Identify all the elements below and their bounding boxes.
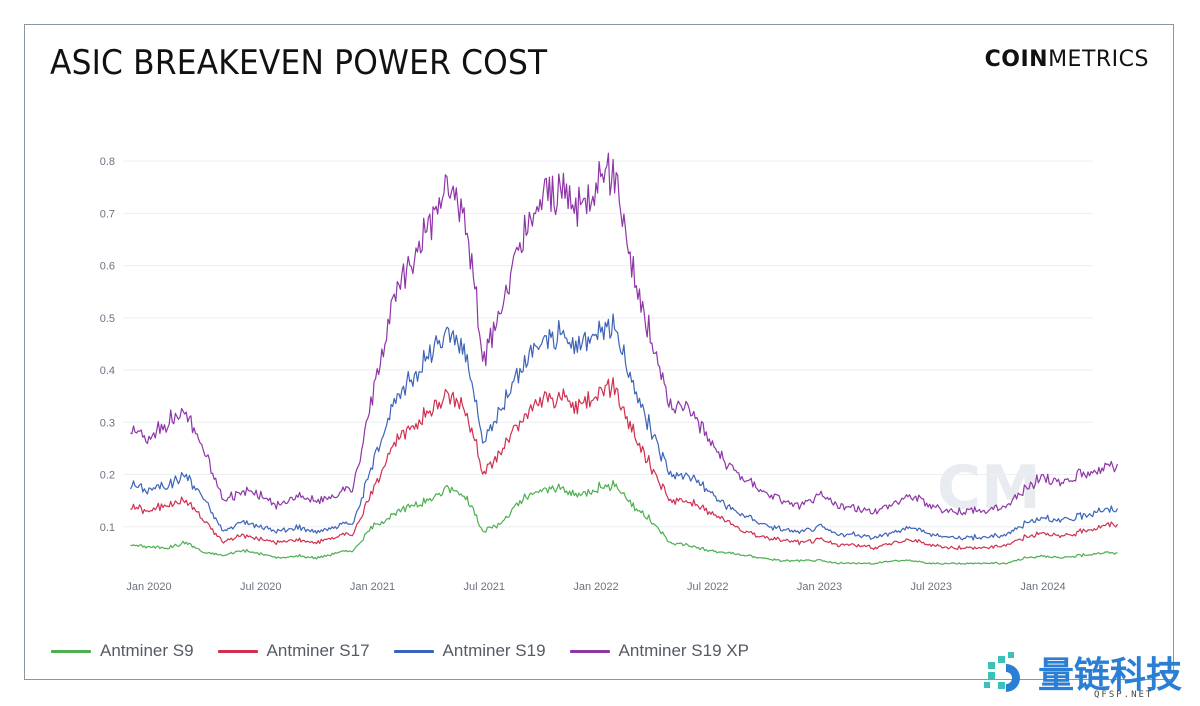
chart-title: ASIC BREAKEVEN POWER COST bbox=[50, 43, 548, 83]
x-tick-label: Jan 2020 bbox=[126, 581, 171, 593]
x-tick-label: Jan 2024 bbox=[1020, 581, 1065, 593]
series-line-antminer-s19 bbox=[129, 313, 1119, 541]
logo-text-light: METRICS bbox=[1048, 47, 1149, 72]
legend-label: Antminer S9 bbox=[100, 641, 194, 660]
qfsp-logo-icon bbox=[984, 652, 1020, 692]
legend-swatch bbox=[393, 649, 434, 653]
x-tick-label: Jul 2023 bbox=[910, 581, 952, 593]
chart-card: ASIC BREAKEVEN POWER COST COINMETRICS CM… bbox=[24, 24, 1174, 680]
x-tick-label: Jul 2020 bbox=[240, 581, 282, 593]
legend-item[interactable]: Antminer S19 bbox=[393, 641, 546, 661]
legend-item[interactable]: Antminer S19 XP bbox=[569, 641, 749, 661]
legend-item[interactable]: Antminer S9 bbox=[51, 641, 194, 661]
line-chart: 0.1 0.2 0.3 0.4 0.5 0.6 0.7 0.8 Jan 2020 Jul 2020… bbox=[100, 152, 1119, 593]
logo-text-bold: COIN bbox=[984, 47, 1049, 72]
x-tick-label: Jan 2023 bbox=[797, 581, 842, 593]
series-line-antminer-s9 bbox=[130, 479, 1118, 565]
qfsp-watermark: 量链科技 QFSP.NET bbox=[976, 644, 1200, 706]
legend-swatch bbox=[217, 649, 258, 653]
y-tick-label: 0.1 bbox=[100, 522, 115, 534]
legend-label: Antminer S19 bbox=[442, 641, 546, 660]
y-tick-label: 0.7 bbox=[100, 208, 115, 220]
legend-label: Antminer S19 XP bbox=[618, 641, 749, 660]
qfsp-brand: 量链科技 bbox=[1038, 655, 1183, 696]
x-tick-label: Jan 2022 bbox=[573, 581, 618, 593]
series-line-antminer-s19-xp bbox=[130, 152, 1119, 516]
x-tick-label: Jan 2021 bbox=[350, 581, 395, 593]
qfsp-url: QFSP.NET bbox=[1094, 690, 1154, 700]
chart-legend: Antminer S9 Antminer S17 Antminer S19 Antmi… bbox=[51, 641, 773, 661]
legend-swatch bbox=[569, 649, 610, 653]
y-tick-label: 0.8 bbox=[100, 156, 115, 168]
y-tick-label: 0.4 bbox=[100, 365, 115, 377]
series-line-antminer-s17 bbox=[130, 377, 1119, 550]
legend-item[interactable]: Antminer S17 bbox=[217, 641, 370, 661]
x-tick-label: Jul 2022 bbox=[687, 581, 729, 593]
coinmetrics-logo: COINMETRICS bbox=[985, 47, 1149, 72]
y-tick-label: 0.5 bbox=[100, 313, 115, 325]
y-tick-label: 0.6 bbox=[100, 261, 115, 273]
y-tick-label: 0.2 bbox=[100, 470, 115, 482]
x-tick-label: Jul 2021 bbox=[463, 581, 505, 593]
y-tick-label: 0.3 bbox=[100, 417, 115, 429]
legend-label: Antminer S17 bbox=[266, 641, 370, 660]
legend-swatch bbox=[51, 649, 91, 653]
